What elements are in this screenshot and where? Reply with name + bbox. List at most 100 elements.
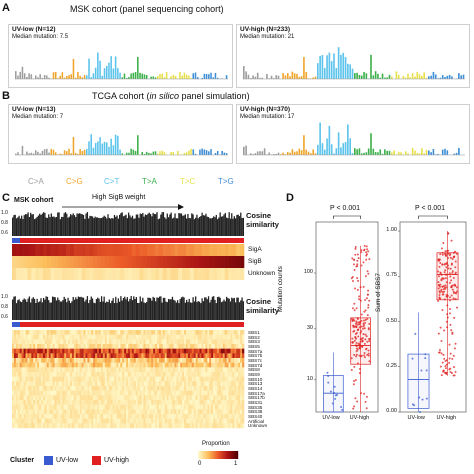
cosine-bar: [228, 212, 230, 236]
sig-cell: [135, 256, 140, 268]
sbs-cell: [166, 418, 169, 424]
sbs-cell: [228, 386, 231, 391]
cosine-bar: [139, 213, 141, 236]
sbs-cell: [83, 358, 86, 363]
sbs-row-label: SBS2: [248, 334, 260, 340]
sbs-cell: [166, 400, 169, 405]
sbs-cell: [211, 409, 214, 415]
sbs-cell: [182, 386, 185, 391]
sbs-cell: [120, 409, 123, 415]
sbs-cell: [236, 418, 239, 424]
sbs-cell: [64, 390, 67, 396]
sbs-cell: [224, 386, 227, 391]
sbs-cell: [155, 414, 158, 419]
sbs-cell: [58, 404, 61, 410]
sbs-cell: [162, 348, 166, 354]
cosine-bar: [81, 297, 83, 320]
sbs-cell: [218, 390, 222, 396]
sbs-cell: [95, 372, 98, 377]
sbs-cell: [42, 381, 46, 387]
sbs-cell: [176, 414, 179, 419]
sbs-cell: [66, 339, 69, 345]
box-point: [442, 353, 445, 356]
spectrum-bars: [243, 122, 465, 156]
sbs-cell: [137, 390, 140, 396]
sig-cell: [240, 244, 245, 256]
sbs-cell: [85, 414, 88, 419]
sbs-cell: [56, 381, 59, 387]
sbs-cell: [168, 362, 171, 368]
pvalue-bracket: [333, 215, 361, 219]
sbs-cell: [44, 330, 48, 335]
cosine-bar: [162, 297, 165, 320]
sbs-cell: [77, 409, 80, 415]
sbs-cell: [128, 381, 131, 387]
sig-cell: [19, 268, 24, 280]
box-point: [442, 277, 445, 280]
sbs-cell: [199, 395, 202, 401]
spectrum-bar: [170, 151, 172, 155]
sbs-cell: [143, 390, 146, 396]
cosine-bar: [126, 297, 128, 320]
sbs-cell: [187, 353, 191, 359]
sig-cell: [158, 256, 164, 268]
spectrum-bar: [190, 78, 192, 79]
sbs-cell: [21, 353, 24, 359]
sbs-cell: [207, 348, 210, 354]
sig-cell: [224, 244, 229, 256]
sbs-cell: [70, 330, 73, 335]
spectrum-bar: [314, 76, 317, 79]
sbs-cell: [31, 418, 34, 424]
sig-cell: [220, 256, 225, 268]
sbs-cell: [191, 418, 195, 424]
sbs-cell: [102, 409, 106, 415]
sbs-cell: [50, 362, 53, 368]
sbs-cell: [174, 358, 177, 363]
sbs-cell: [114, 381, 117, 387]
sig-cell: [197, 256, 202, 268]
sig-cell: [216, 256, 222, 268]
sbs-cell: [100, 376, 104, 382]
sbs-cell: [218, 376, 222, 382]
sbs-cell: [87, 404, 90, 410]
cosine-bar: [131, 300, 134, 320]
sbs-cell: [27, 353, 30, 359]
sbs-cell: [182, 400, 185, 405]
sbs-cell: [110, 334, 113, 340]
sbs-cell: [151, 330, 154, 335]
sbs-cell: [124, 362, 127, 368]
sbs-cell: [135, 381, 138, 387]
colorbar-cell: [229, 451, 231, 459]
sbs-cell: [151, 400, 154, 405]
sbs-cell: [211, 423, 214, 429]
sbs-cell: [73, 339, 77, 345]
cosine-bar: [116, 302, 118, 320]
cosine-bar: [103, 215, 105, 236]
sbs-cell: [218, 409, 222, 415]
sbs-cell: [160, 381, 164, 387]
sbs-cell: [129, 390, 133, 396]
sbs-cell: [174, 339, 177, 345]
sig-cell: [209, 244, 214, 256]
cluster-strip-high: [20, 322, 244, 327]
spectrum-bar: [201, 77, 203, 79]
cosine-bar: [85, 213, 87, 236]
sbs-cell: [13, 358, 17, 363]
sbs-cell: [79, 362, 82, 368]
sbs-cell: [147, 409, 150, 415]
sbs-cell: [215, 362, 218, 368]
cosine-bar: [135, 297, 138, 320]
sbs-cell: [81, 362, 84, 368]
sbs-cell: [182, 344, 185, 349]
sbs-cell: [228, 376, 231, 382]
box-point: [357, 279, 360, 282]
sbs-cell: [27, 404, 30, 410]
box-point: [454, 266, 457, 269]
sbs-cell: [23, 400, 26, 405]
sbs-cell: [129, 423, 133, 429]
sbs-cell: [114, 404, 117, 410]
sbs-cell: [52, 409, 55, 415]
sbs-cell: [220, 367, 224, 373]
sbs-cell: [131, 334, 135, 340]
cosine-bar: [70, 303, 72, 320]
